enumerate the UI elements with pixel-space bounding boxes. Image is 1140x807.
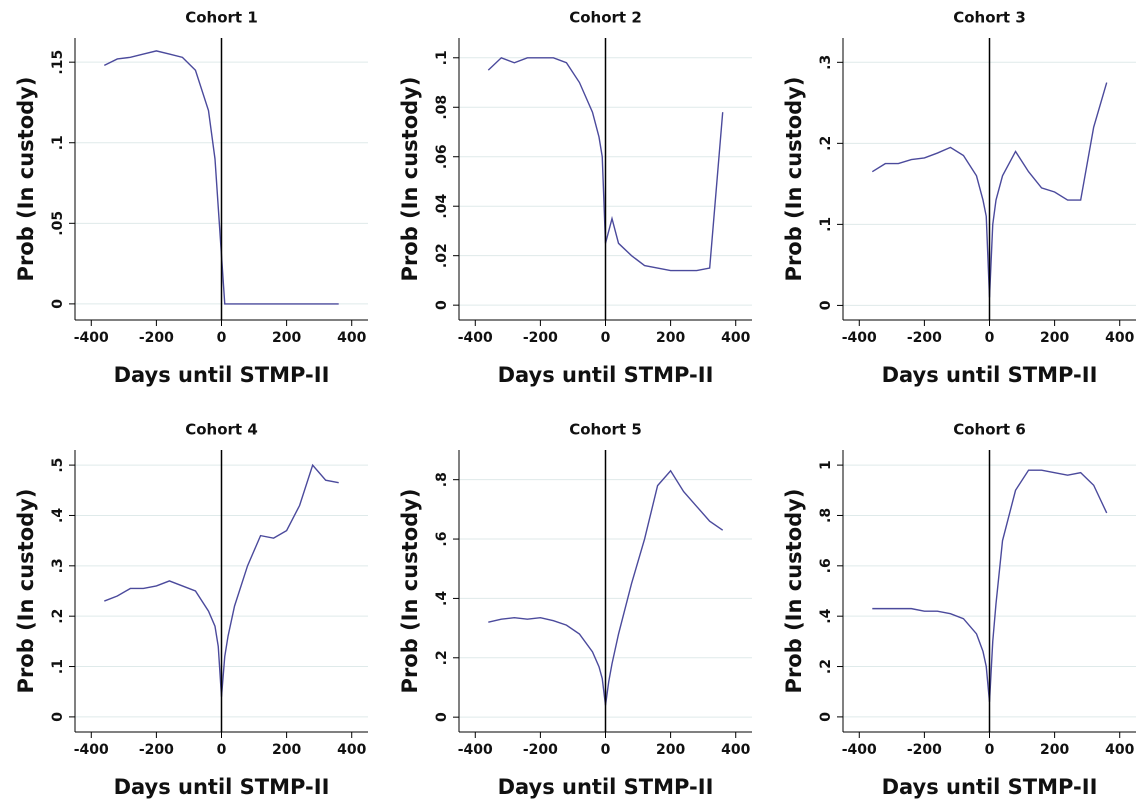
x-tick-label: 200 — [1040, 330, 1069, 346]
x-tick-label: 400 — [1105, 330, 1134, 346]
x-axis-label: Days until STMP-II — [882, 363, 1098, 387]
y-tick-label: .15 — [50, 50, 66, 75]
chart-title: Cohort 4 — [185, 421, 258, 439]
y-tick-label: .6 — [818, 558, 834, 573]
y-tick-label: 1 — [818, 460, 834, 470]
y-tick-label: .8 — [818, 508, 834, 523]
panel: Cohort 5 0 .2 .4 .6 .8 -400 -200 0 200 400 Days unt… — [398, 421, 752, 799]
chart-title: Cohort 5 — [569, 421, 642, 439]
y-tick-label: 0 — [434, 712, 450, 722]
x-tick-label: -400 — [74, 742, 109, 758]
y-tick-label: .2 — [50, 609, 66, 624]
y-tick-label: .04 — [434, 194, 450, 219]
x-tick-label: 200 — [1040, 742, 1069, 758]
x-axis-label: Days until STMP-II — [114, 775, 330, 799]
panel: Cohort 1 0 .05 .1 .15 -400 -200 0 200 400 Days unt… — [14, 9, 368, 387]
x-tick-label: 200 — [272, 330, 301, 346]
x-axis-label: Days until STMP-II — [114, 363, 330, 387]
y-tick-label: 0 — [818, 712, 834, 722]
y-tick-label: 0 — [818, 300, 834, 310]
x-tick-label: 200 — [656, 330, 685, 346]
y-tick-label: .1 — [818, 217, 834, 232]
x-axis-label: Days until STMP-II — [882, 775, 1098, 799]
y-axis-label: Prob (In custody) — [14, 77, 38, 282]
chart-title: Cohort 6 — [953, 421, 1026, 439]
x-axis-label: Days until STMP-II — [498, 363, 714, 387]
x-tick-label: -200 — [139, 742, 174, 758]
panel: Cohort 3 0 .1 .2 .3 -400 -200 0 200 400 Days until… — [782, 9, 1136, 387]
y-tick-label: .4 — [50, 508, 66, 523]
x-tick-label: 200 — [272, 742, 301, 758]
y-tick-label: .08 — [434, 95, 450, 120]
x-tick-label: -200 — [907, 742, 942, 758]
x-tick-label: -200 — [907, 330, 942, 346]
y-tick-label: .1 — [434, 50, 450, 65]
y-tick-label: .3 — [818, 55, 834, 70]
x-tick-label: -400 — [458, 330, 493, 346]
x-tick-label: 0 — [217, 330, 227, 346]
x-tick-label: -400 — [458, 742, 493, 758]
x-tick-label: -400 — [842, 742, 877, 758]
y-axis-label: Prob (In custody) — [14, 489, 38, 694]
chart-title: Cohort 3 — [953, 9, 1026, 27]
y-tick-label: .02 — [434, 243, 450, 268]
y-tick-label: 0 — [50, 712, 66, 722]
x-tick-label: -400 — [74, 330, 109, 346]
x-tick-label: 0 — [601, 330, 611, 346]
x-tick-label: 0 — [601, 742, 611, 758]
y-tick-label: .5 — [50, 458, 66, 473]
x-axis-label: Days until STMP-II — [498, 775, 714, 799]
y-tick-label: .2 — [818, 659, 834, 674]
y-tick-label: .1 — [50, 135, 66, 150]
y-tick-label: 0 — [434, 300, 450, 310]
y-axis-label: Prob (In custody) — [398, 77, 422, 282]
y-tick-label: .4 — [434, 591, 450, 606]
x-tick-label: 0 — [985, 330, 995, 346]
y-tick-label: .05 — [50, 211, 66, 236]
y-tick-label: .4 — [818, 608, 834, 623]
x-tick-label: 0 — [985, 742, 995, 758]
y-axis-label: Prob (In custody) — [782, 489, 806, 694]
panel: Cohort 2 0 .02 .04 .06 .08 .1 -400 -200 0 200 400 Da… — [398, 9, 752, 387]
x-tick-label: -200 — [139, 330, 174, 346]
x-tick-label: 0 — [217, 742, 227, 758]
y-tick-label: .8 — [434, 472, 450, 487]
x-tick-label: 400 — [721, 330, 750, 346]
y-axis-label: Prob (In custody) — [398, 489, 422, 694]
x-tick-label: 400 — [337, 742, 366, 758]
x-tick-label: -400 — [842, 330, 877, 346]
y-tick-label: .2 — [434, 650, 450, 665]
y-tick-label: .2 — [818, 136, 834, 151]
y-tick-label: .3 — [50, 558, 66, 573]
x-tick-label: 400 — [337, 330, 366, 346]
y-tick-label: .6 — [434, 532, 450, 547]
x-tick-label: 400 — [1105, 742, 1134, 758]
chart-title: Cohort 1 — [185, 9, 258, 27]
chart-title: Cohort 2 — [569, 9, 642, 27]
x-tick-label: -200 — [523, 742, 558, 758]
panel: Cohort 4 0 .1 .2 .3 .4 .5 -400 -200 0 200 400 Days u… — [14, 421, 368, 799]
panel: Cohort 6 0 .2 .4 .6 .8 1 -400 -200 0 200 400 Days un… — [782, 421, 1136, 799]
y-tick-label: .1 — [50, 659, 66, 674]
x-tick-label: 200 — [656, 742, 685, 758]
x-tick-label: -200 — [523, 330, 558, 346]
x-tick-label: 400 — [721, 742, 750, 758]
y-tick-label: .06 — [434, 144, 450, 169]
y-axis-label: Prob (In custody) — [782, 77, 806, 282]
y-tick-label: 0 — [50, 299, 66, 309]
